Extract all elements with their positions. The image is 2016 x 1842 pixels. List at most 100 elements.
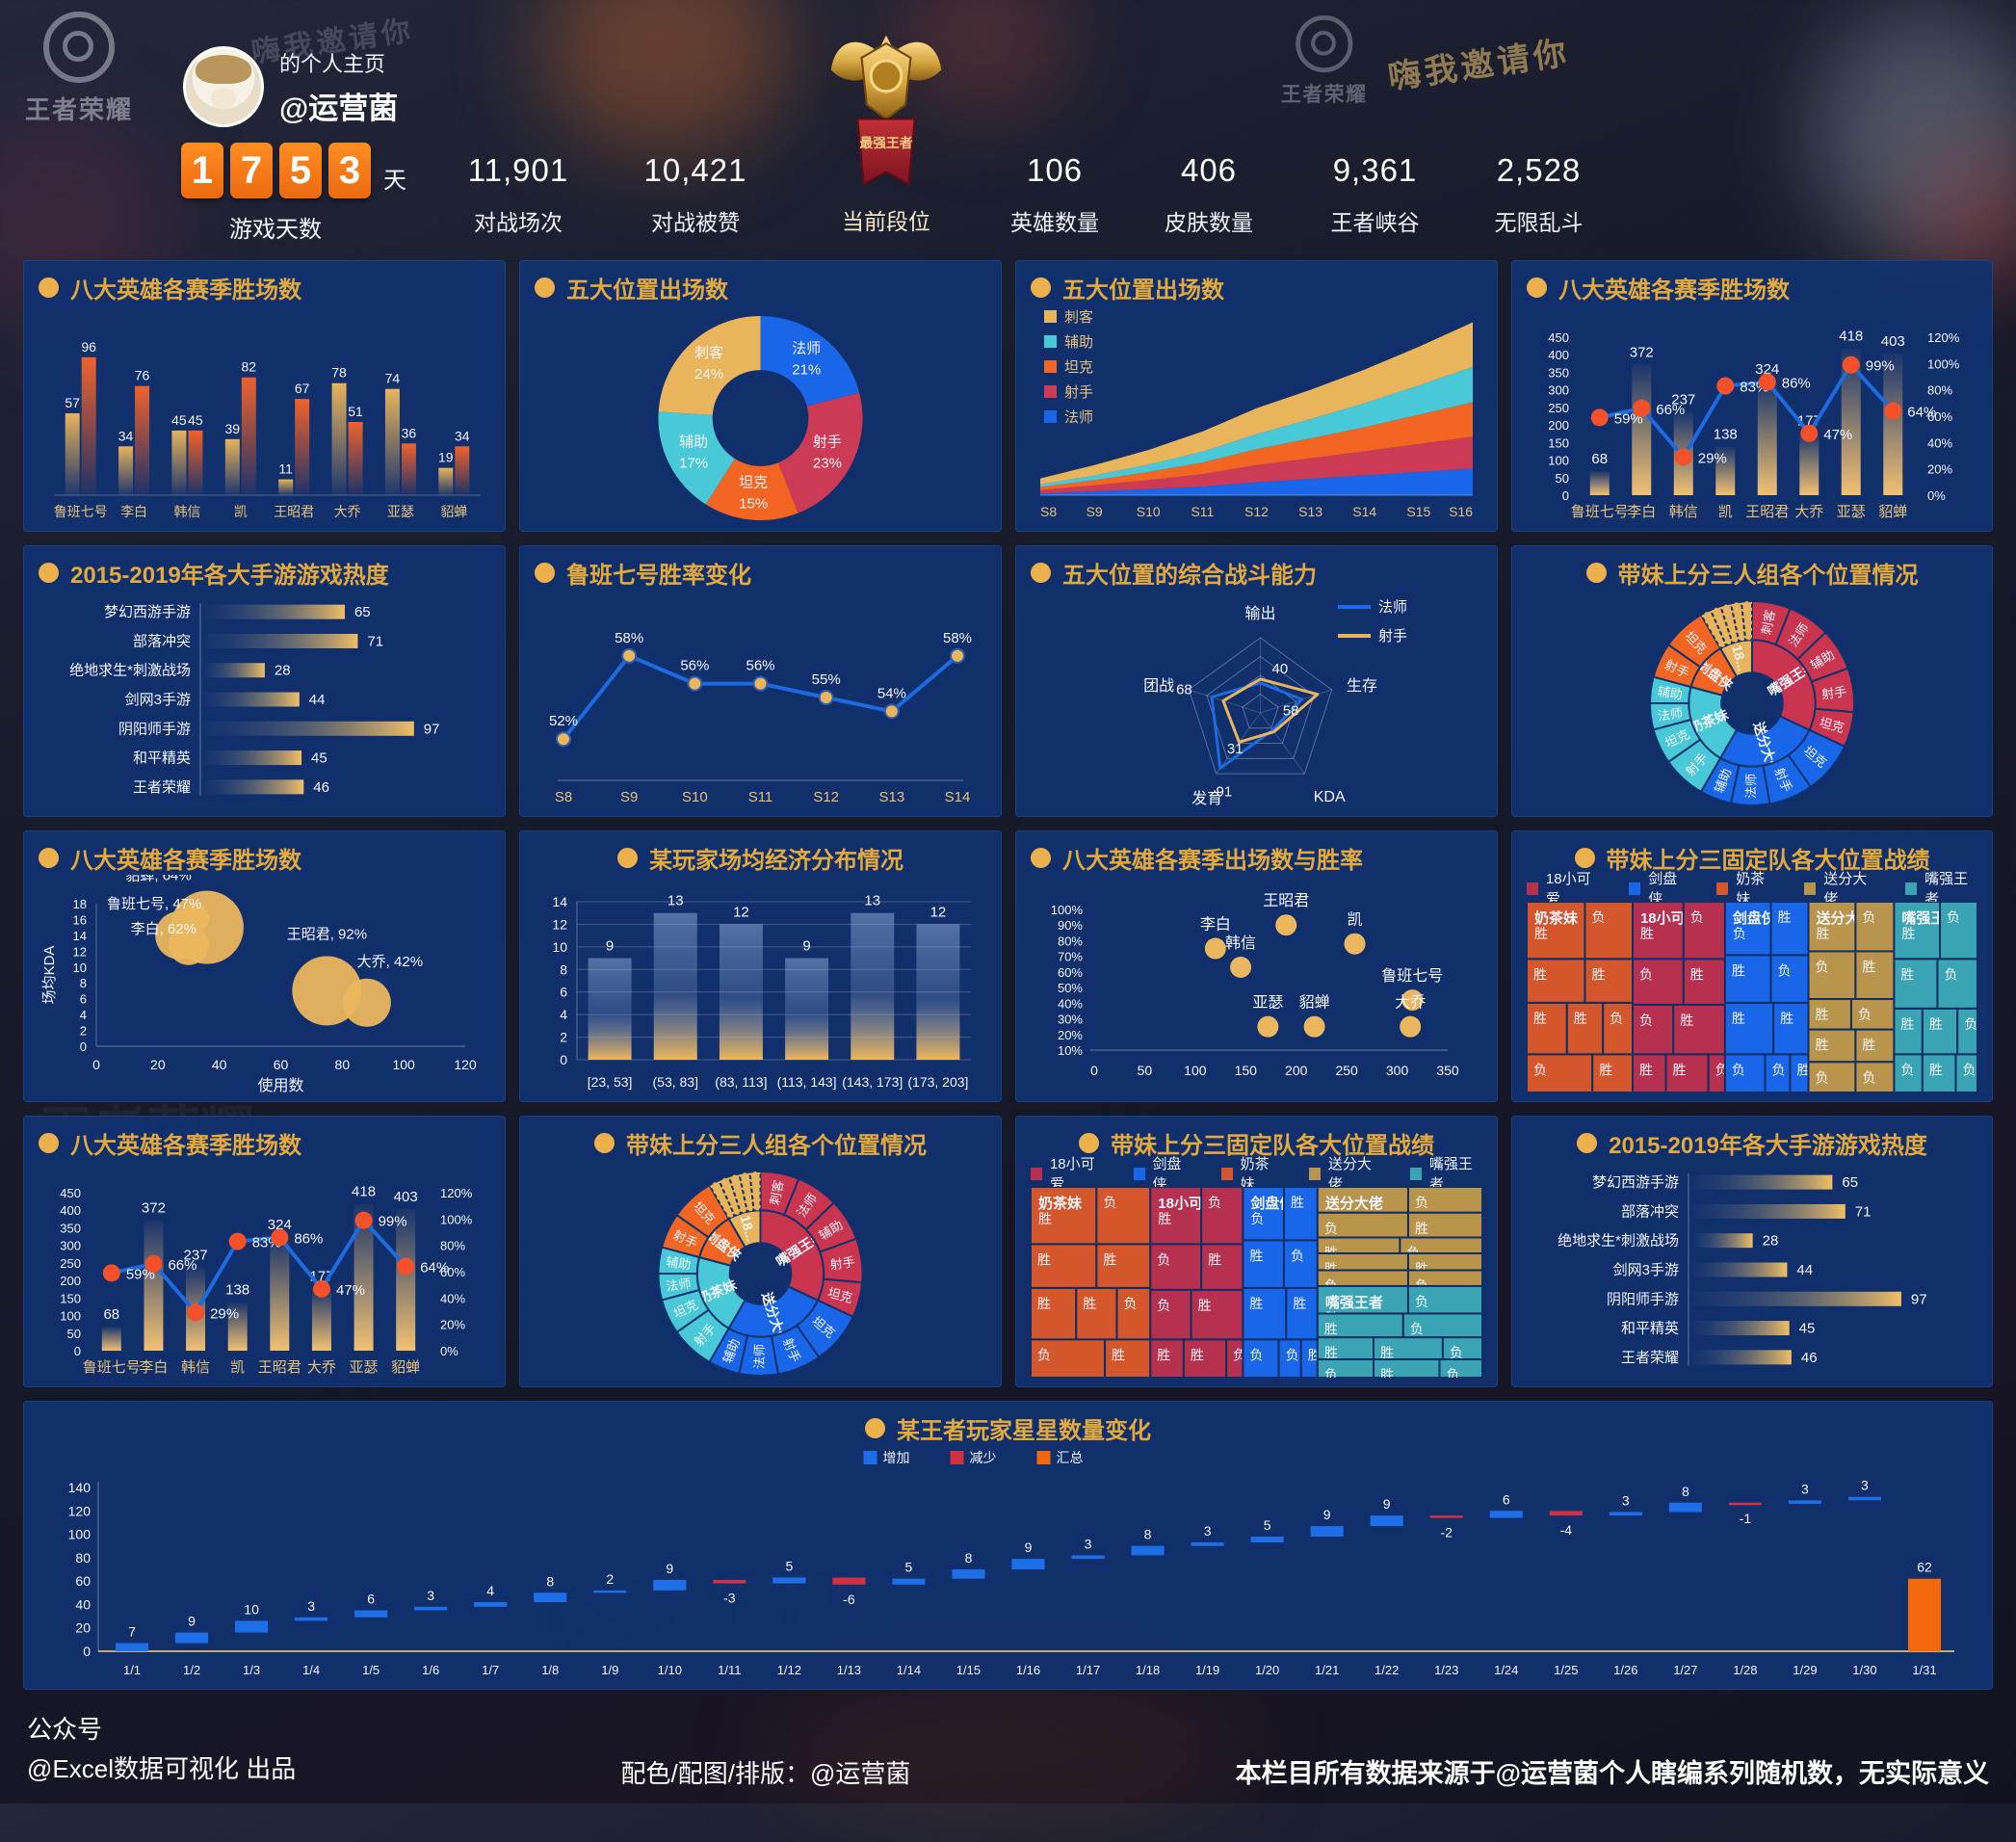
bar — [118, 446, 134, 495]
panel-title-text: 八大英雄各赛季胜场数 — [70, 276, 301, 303]
svg-text:奶茶妹: 奶茶妹 — [1038, 1195, 1083, 1212]
svg-text:大乔, 42%: 大乔, 42% — [357, 954, 423, 970]
svg-text:S10: S10 — [682, 789, 708, 805]
svg-text:1/14: 1/14 — [897, 1663, 921, 1677]
svg-text:凯: 凯 — [230, 1359, 245, 1376]
svg-text:1/18: 1/18 — [1136, 1663, 1160, 1677]
svg-text:亚瑟: 亚瑟 — [387, 504, 414, 519]
svg-text:胜: 胜 — [1293, 1296, 1306, 1311]
svg-text:10%: 10% — [1058, 1043, 1083, 1058]
svg-text:部落冲突: 部落冲突 — [1621, 1203, 1679, 1220]
username[interactable]: @运营菌 — [279, 91, 399, 125]
svg-text:射手: 射手 — [1378, 628, 1407, 645]
svg-text:8: 8 — [965, 1550, 973, 1566]
bar — [278, 479, 294, 495]
combo-bar-line-svg: 0 50 100 150 200 250 300 350 400 450 0% 20% 40% 60% 80… — [1548, 329, 1959, 520]
svg-text:7: 7 — [128, 1624, 136, 1640]
svg-text:4: 4 — [486, 1583, 494, 1598]
footer: 公众号 @Excel数据可视化 出品 配色/配图/排版：@运营菌 本栏目所有数据… — [27, 1710, 1989, 1790]
hero-kda-bubble-chart: 024681012141618020406080100120场均KDA使用数韩信… — [39, 875, 490, 1094]
wf-bar — [1788, 1500, 1821, 1504]
svg-text:418: 418 — [352, 1184, 376, 1200]
svg-text:60: 60 — [274, 1057, 289, 1072]
svg-text:胜: 胜 — [1249, 1296, 1263, 1311]
svg-text:辅助: 辅助 — [679, 434, 708, 450]
wf-bar — [1011, 1559, 1045, 1569]
svg-text:李白: 李白 — [120, 504, 147, 519]
treemap-cell — [1672, 1003, 1726, 1056]
wf-bar — [713, 1579, 746, 1584]
bullet-icon — [39, 847, 59, 868]
hero-wins-combo-chart: 0 50 100 150 200 250 300 350 400 450 0% 20% 40% 60% 80… — [1527, 304, 1977, 524]
game-logo-icon-2 — [1296, 15, 1353, 73]
svg-text:1/1: 1/1 — [123, 1663, 141, 1677]
svg-text:1/19: 1/19 — [1195, 1663, 1219, 1677]
svg-text:67: 67 — [295, 381, 310, 396]
svg-text:梦幻西游手游: 梦幻西游手游 — [1592, 1174, 1679, 1191]
svg-text:负: 负 — [1103, 1195, 1116, 1210]
panel-title: 某玩家场均经济分布情况 — [535, 840, 986, 875]
avatar[interactable] — [183, 46, 264, 127]
panel-role-ability-radar: 五大位置的综合战斗能力 输出 生存 KDA 发育 团战 40 58 31 91 68 法师 射手 — [1015, 545, 1498, 817]
treemap-cell — [1584, 902, 1634, 960]
svg-text:24%: 24% — [694, 366, 723, 382]
svg-text:胜: 胜 — [1083, 1296, 1096, 1311]
panel-game-heat-bars-2: 2015-2019年各大手游游戏热度 梦幻西游手游 65 部落冲突 71 绝地求生*刺激… — [1511, 1116, 1993, 1387]
role-share-donut-chart: 法师 21% 射手 23% 坦克 15% 辅助 17% 刺客 24% — [535, 304, 986, 524]
svg-text:-1: -1 — [1740, 1511, 1752, 1526]
treemap-cell — [1190, 1288, 1244, 1341]
panel-star-waterfall: 某王者玩家星星数量变化 0 20 40 60 80 100 120 140 增加 减少 汇总 7 1/1… — [23, 1401, 1993, 1690]
panel-title: 八大英雄各赛季胜场数 — [1527, 270, 1977, 304]
bar — [311, 1288, 331, 1351]
svg-text:(53, 83]: (53, 83] — [653, 1074, 698, 1090]
svg-text:1/4: 1/4 — [302, 1663, 320, 1677]
stat-label: 皮肤数量 — [1165, 210, 1253, 235]
svg-text:450: 450 — [60, 1186, 81, 1200]
panel-title: 八大英雄各赛季出场数与胜率 — [1031, 840, 1482, 875]
panel-title: 八大英雄各赛季胜场数 — [39, 1125, 490, 1160]
panel-title-text: 八大英雄各赛季胜场数 — [70, 847, 301, 874]
svg-text:输出: 输出 — [1244, 605, 1275, 622]
panel-title-text: 某玩家场均经济分布情况 — [649, 847, 903, 874]
panel-luban-winrate-line: 鲁班七号胜率变化 52% 58% 56% 56% 55% 54% 58% S8 S9 S10 S11… — [519, 545, 1002, 817]
svg-text:80%: 80% — [1927, 383, 1952, 398]
svg-text:30%: 30% — [1058, 1013, 1083, 1027]
game-heat-hbar-chart: 梦幻西游手游 65 部落冲突 71 绝地求生*刺激战场 28 剑网3手游 44 阴阳师手游 97 和… — [39, 590, 490, 809]
wf-bar — [1310, 1526, 1344, 1537]
point-貂蝉 — [1303, 1015, 1325, 1038]
svg-text:39: 39 — [225, 421, 241, 436]
hist-bar — [785, 958, 829, 1060]
area-射手 — [1040, 436, 1473, 494]
svg-text:36: 36 — [402, 425, 417, 440]
svg-text:50%: 50% — [1058, 981, 1083, 995]
svg-text:鲁班七号: 鲁班七号 — [1381, 967, 1443, 985]
svg-text:40%: 40% — [1058, 996, 1083, 1011]
treemap-cell — [1591, 1053, 1634, 1092]
svg-text:负: 负 — [1286, 1347, 1299, 1362]
svg-text:1/25: 1/25 — [1554, 1663, 1578, 1677]
svg-text:貂蝉: 貂蝉 — [391, 1359, 420, 1376]
svg-text:韩信: 韩信 — [173, 504, 200, 519]
svg-text:9: 9 — [188, 1614, 196, 1629]
svg-text:胜: 胜 — [1900, 966, 1914, 982]
panel-title: 某王者玩家星星数量变化 — [39, 1410, 1977, 1445]
svg-text:大乔: 大乔 — [307, 1359, 336, 1376]
bar-剑网3手游 — [204, 692, 300, 707]
svg-text:13: 13 — [864, 893, 880, 909]
stat-heroes: 106 英雄数量 — [982, 152, 1127, 237]
treemap-cell — [1602, 1001, 1634, 1056]
bar-阴阳师手游 — [204, 721, 414, 736]
panel-title: 2015-2019年各大手游游戏热度 — [1527, 1125, 1977, 1160]
svg-text:负: 负 — [1324, 1221, 1338, 1236]
svg-text:80: 80 — [75, 1550, 91, 1566]
treemap-cell — [1242, 1286, 1288, 1341]
svg-text:138: 138 — [225, 1282, 249, 1299]
svg-text:1/24: 1/24 — [1494, 1663, 1518, 1677]
svg-text:59%: 59% — [1614, 410, 1643, 427]
svg-text:91: 91 — [1216, 784, 1232, 801]
svg-text:68: 68 — [1591, 451, 1608, 467]
luban-winrate-line-chart: 52% 58% 56% 56% 55% 54% 58% S8 S9 S10 S11 S12 S13 S14 — [535, 590, 986, 809]
role-share-area-chart: S8 S9 S10 S11 S12 S13 S14 S15 S16 刺客 辅助 坦克 射手 法师 — [1031, 304, 1482, 524]
svg-text:70%: 70% — [1058, 950, 1083, 964]
dot — [1758, 373, 1776, 391]
